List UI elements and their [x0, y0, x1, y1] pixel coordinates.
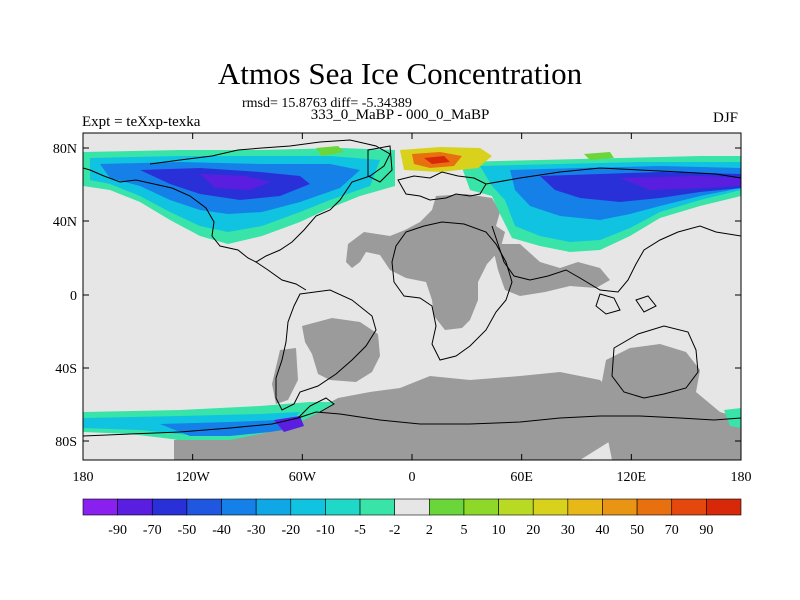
land-asia-strip [492, 244, 610, 296]
colorbar-swatch [255, 498, 292, 516]
colorbar-swatch [567, 498, 603, 516]
colorbar-label: -70 [143, 523, 162, 538]
experiments-label: 333_0_MaBP - 000_0_MaBP [310, 107, 490, 123]
lat-tick-label: 80S [55, 435, 77, 450]
nh-increase-peak [424, 156, 450, 164]
colorbar-label: 90 [699, 523, 713, 538]
sh-band-west-deep [274, 416, 304, 432]
colorbar-swatch [532, 498, 569, 516]
colorbar-label: 70 [665, 523, 679, 538]
lon-tick-label: 180 [73, 470, 94, 485]
colorbar-swatch [359, 498, 395, 516]
colorbar-label: -40 [212, 523, 231, 538]
colorbar-swatch [671, 498, 707, 516]
lon-tick-label: 0 [409, 470, 416, 485]
expt-label: Expt = teXxp-texka [82, 114, 201, 130]
coast-europe [397, 171, 487, 201]
antarctic-ice-change [83, 402, 741, 440]
colorbar-label: 10 [492, 523, 506, 538]
colorbar-swatch [151, 498, 188, 516]
colorbar-label: -20 [281, 523, 300, 538]
land-australia [600, 344, 741, 460]
colorbar-swatch [82, 498, 118, 516]
colorbar-label: 5 [460, 523, 467, 538]
colorbar-swatch [429, 498, 465, 516]
colorbar-label: -2 [389, 523, 401, 538]
colorbar-label: 40 [595, 523, 609, 538]
coast-africa [391, 221, 513, 361]
nh-band-west-core [200, 174, 270, 190]
colorbar-swatch [117, 498, 153, 516]
colorbar-label: -5 [354, 523, 366, 538]
colorbar-label: 20 [526, 523, 540, 538]
coast-north-america [83, 139, 391, 263]
lon-tick-label: 180 [731, 470, 752, 485]
lon-tick-label: 120W [176, 470, 211, 485]
nh-band-east-core [620, 176, 741, 190]
land-mask-regions [174, 194, 741, 460]
coast-australia [611, 325, 699, 399]
colorbar-swatch [186, 498, 222, 516]
coastlines [83, 139, 741, 437]
nh-small-positive-a [316, 146, 344, 156]
colorbar-swatch [498, 498, 534, 516]
land-patagonia [272, 348, 298, 404]
arctic-ice-change [83, 146, 741, 252]
colorbar-label: -10 [316, 523, 335, 538]
sh-band-east [724, 408, 741, 428]
coast-antarctic-peninsula [297, 397, 335, 419]
lat-tick-label: 40N [53, 215, 77, 230]
coast-asia [485, 167, 741, 293]
colorbar-swatch [636, 498, 673, 516]
chart-title: Atmos Sea Ice Concentration [217, 56, 583, 91]
colorbar-swatch [602, 498, 638, 516]
lat-tick-label: 0 [70, 289, 77, 304]
season-label: DJF [712, 110, 738, 126]
colorbar-swatch [706, 498, 742, 516]
sh-band-west-blue [160, 418, 300, 436]
lon-tick-label: 120E [617, 470, 647, 485]
colorbar-label: -50 [178, 523, 197, 538]
colorbar-swatch [221, 498, 257, 516]
colorbar-swatch [290, 498, 326, 516]
coast-central-america [255, 261, 307, 291]
coast-greenland [367, 145, 393, 183]
colorbar-label: -90 [108, 523, 127, 538]
land-africa-arabia [346, 194, 505, 330]
colorbar-label: -30 [247, 523, 266, 538]
colorbar-swatch [325, 498, 361, 516]
colorbar-label: 50 [630, 523, 644, 538]
lon-tick-label: 60W [289, 470, 317, 485]
stats-label: rmsd= 15.8763 diff= -5.34389 [242, 96, 412, 111]
land-west-antarctica [338, 440, 372, 460]
nh-small-positive-b [584, 152, 614, 160]
lon-tick-label: 60E [510, 470, 533, 485]
lat-tick-label: 40S [55, 362, 77, 377]
colorbar-swatch [394, 498, 430, 516]
lat-tick-label: 80N [53, 142, 77, 157]
colorbar-swatch [463, 498, 499, 516]
coast-antarctica [83, 411, 741, 437]
land-south-america [302, 318, 380, 382]
coast-southeast-asia [595, 293, 657, 315]
land-antarctica [174, 372, 620, 460]
colorbar-label: 2 [426, 523, 433, 538]
coast-south-america [275, 289, 377, 411]
colorbar-label: 30 [561, 523, 575, 538]
